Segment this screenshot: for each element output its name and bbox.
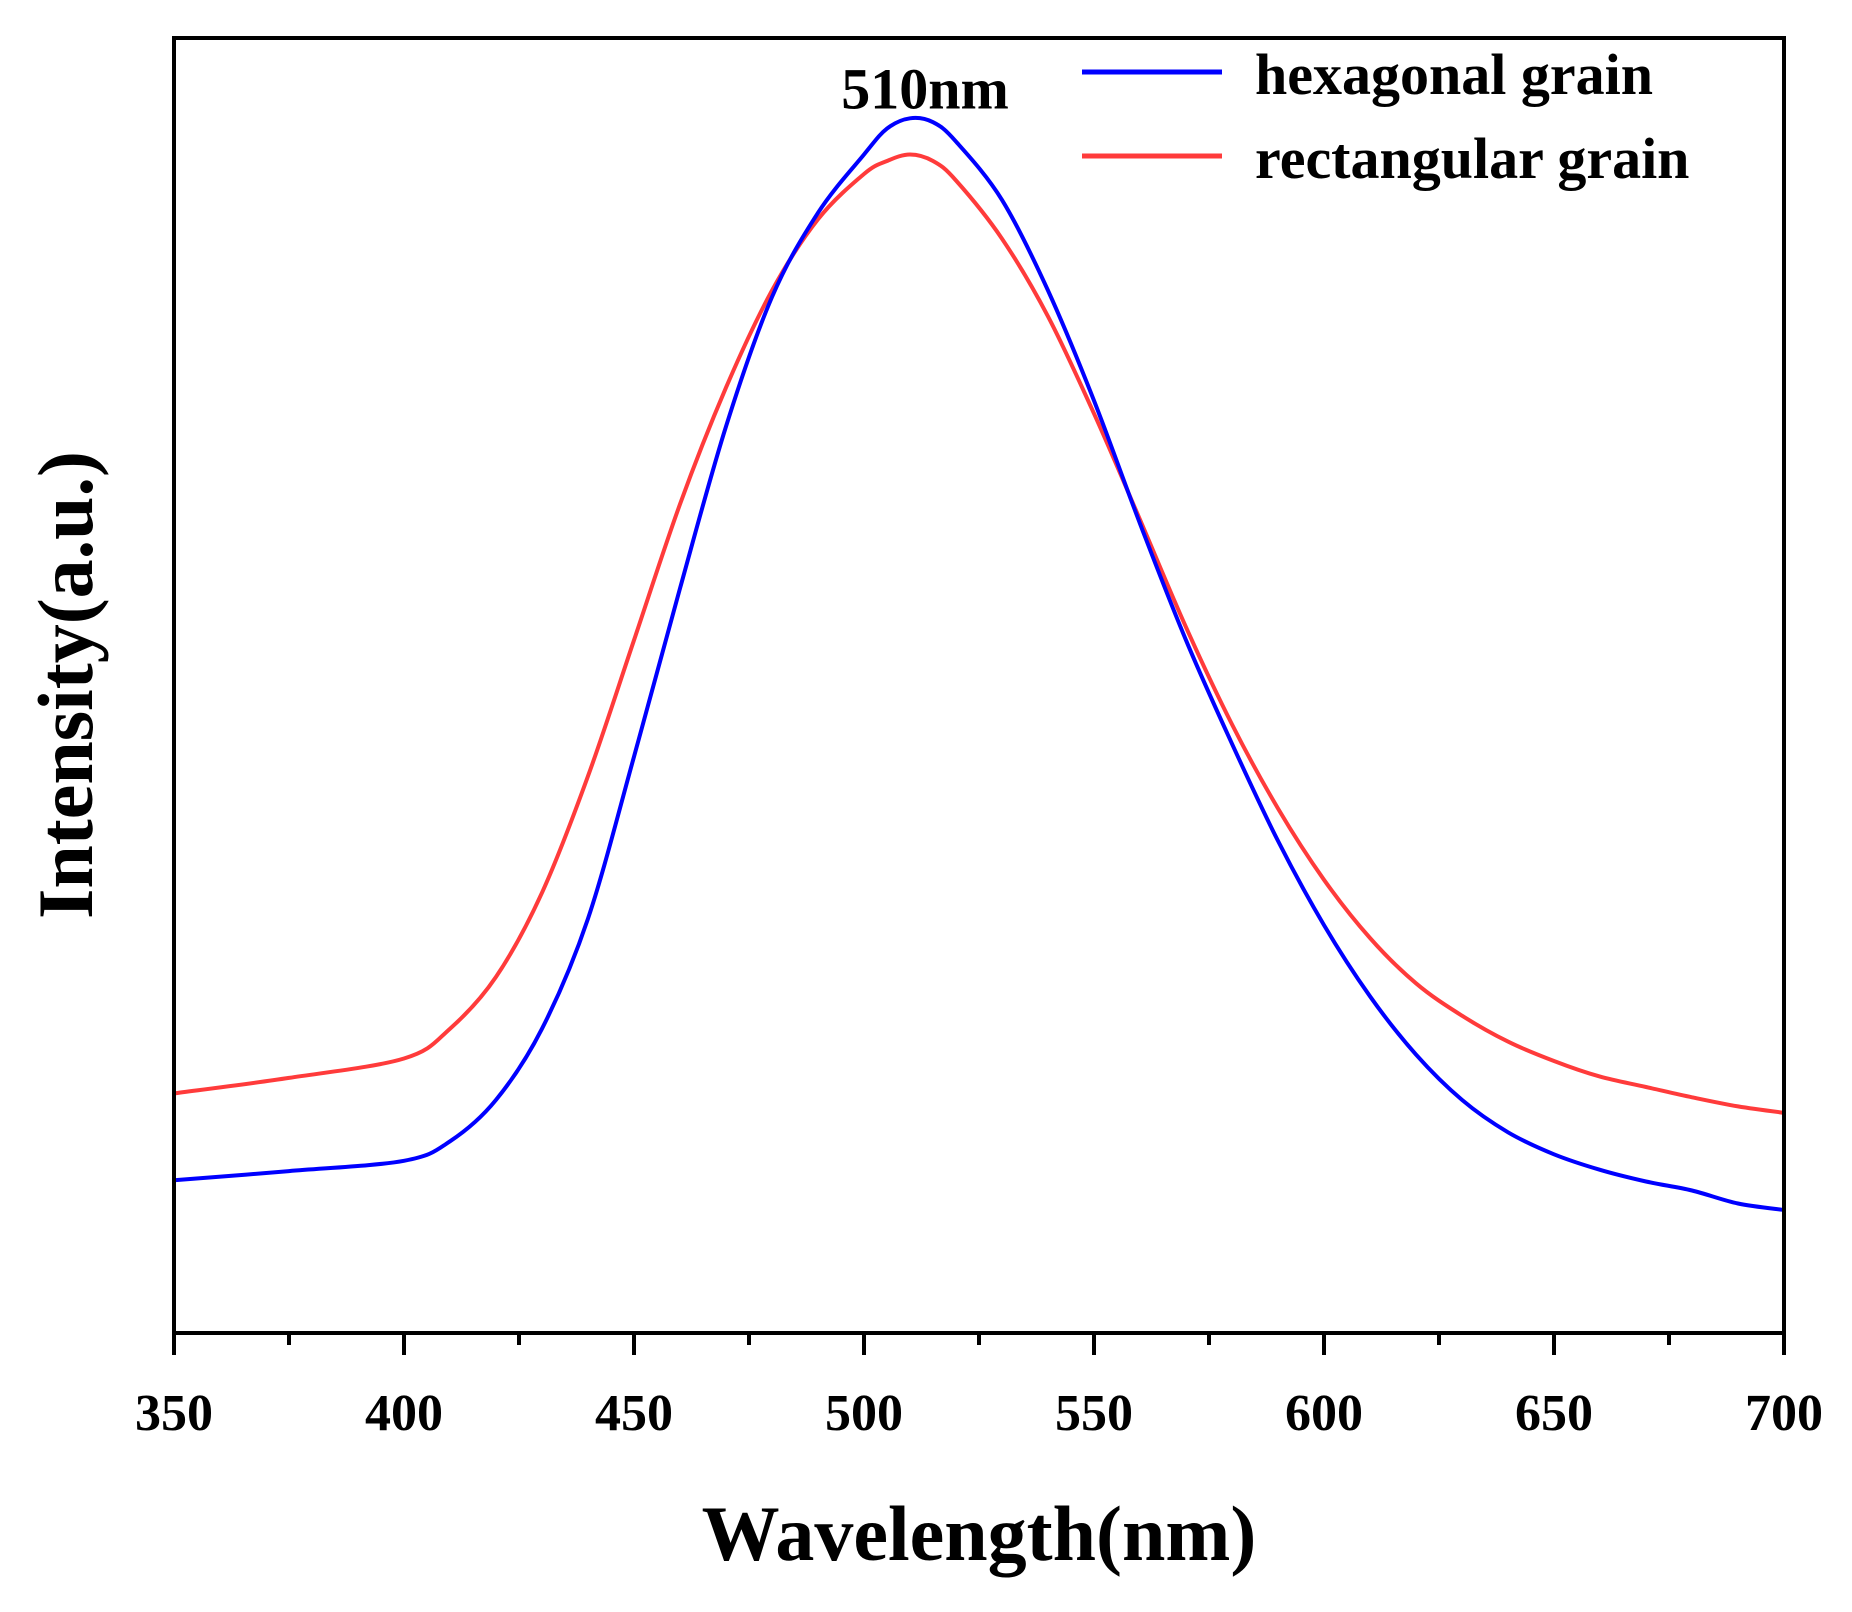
- plot-lines: [173, 115, 1785, 1212]
- series-line-rectangular: [173, 152, 1785, 1115]
- legend-label-hexagonal: hexagonal grain: [1255, 42, 1653, 107]
- x-tick-label: 700: [1745, 1385, 1823, 1442]
- x-tick-label: 450: [595, 1385, 673, 1442]
- x-axis-title: Wavelength(nm): [702, 1490, 1257, 1577]
- x-tick-label: 350: [135, 1385, 213, 1442]
- x-tick-label: 500: [825, 1385, 903, 1442]
- y-axis-title: Intensity(a.u.): [22, 451, 109, 919]
- plot-frame: [172, 36, 1786, 1335]
- x-tick-label: 400: [365, 1385, 443, 1442]
- x-tick-labels: 350 400 450 500 550 600 650 700: [135, 1385, 1823, 1442]
- legend: hexagonal grain rectangular grain: [1082, 42, 1689, 191]
- x-tick-label: 550: [1055, 1385, 1133, 1442]
- legend-label-rectangular: rectangular grain: [1255, 126, 1689, 191]
- series-line-hexagonal: [173, 115, 1785, 1212]
- x-ticks: [172, 1333, 1786, 1355]
- peak-annotation: 510nm: [841, 57, 1009, 122]
- x-tick-label: 600: [1285, 1385, 1363, 1442]
- x-tick-label: 650: [1515, 1385, 1593, 1442]
